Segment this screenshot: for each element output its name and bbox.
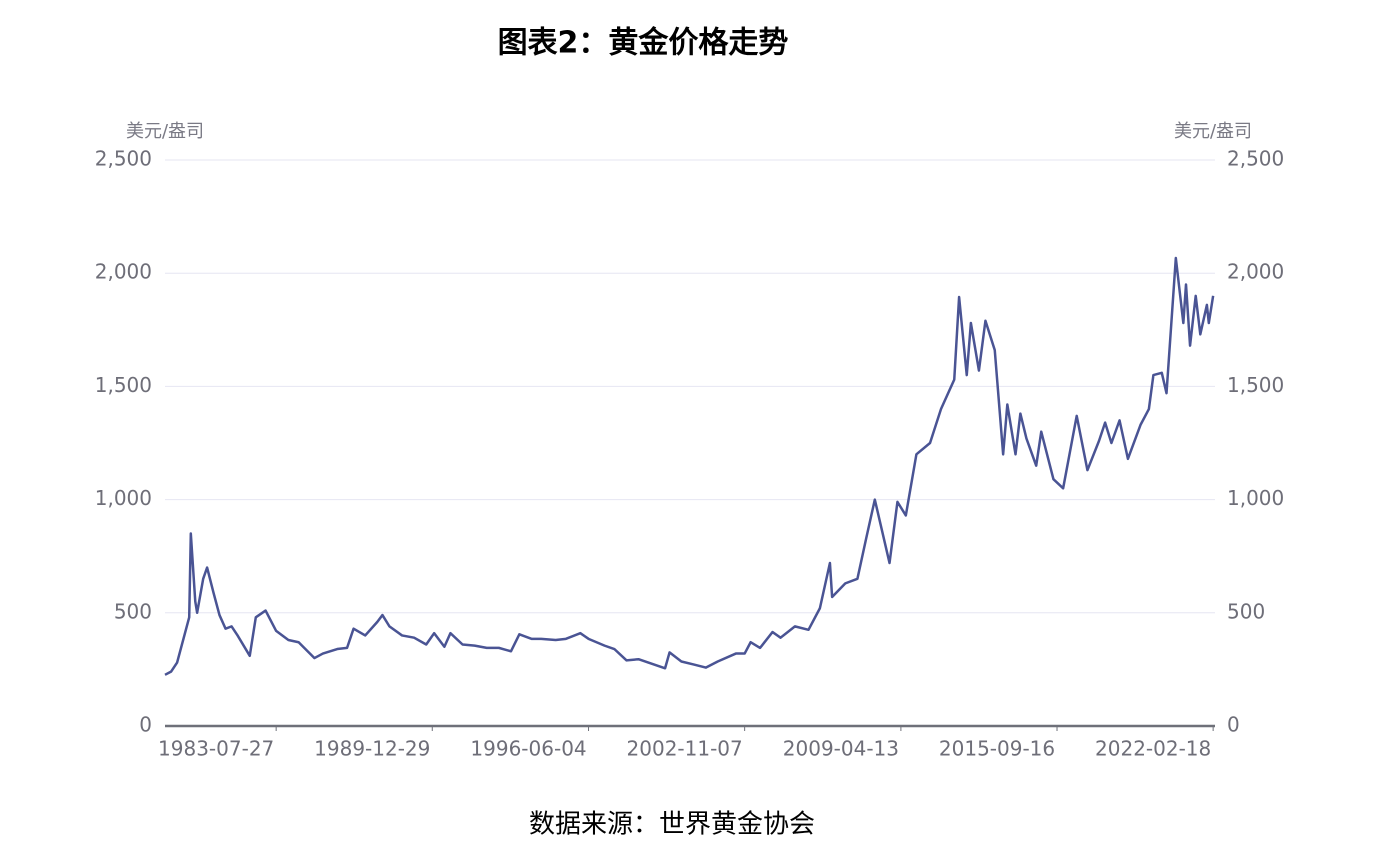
price-line bbox=[164, 256, 1215, 676]
y2-tick-label: 1,500 bbox=[1227, 373, 1284, 397]
x-tick-label: 2009-04-13 bbox=[783, 737, 899, 761]
y-tick-label: 0 bbox=[139, 713, 152, 737]
x-tick-label: 2015-09-16 bbox=[939, 737, 1055, 761]
x-tick-label: 1989-12-29 bbox=[314, 737, 430, 761]
x-tick-label: 2002-11-07 bbox=[627, 737, 743, 761]
chart-title: 图表2：黄金价格走势 bbox=[498, 26, 789, 61]
x-tick-label: 1996-06-04 bbox=[470, 737, 586, 761]
x-tick-label: 1983-07-27 bbox=[158, 737, 274, 761]
y2-tick-label: 2,000 bbox=[1227, 260, 1284, 284]
y2-tick-label: 0 bbox=[1227, 713, 1240, 737]
y2-axis-label: 美元/盎司 bbox=[1174, 121, 1252, 142]
y2-tick-label: 1,000 bbox=[1227, 486, 1284, 510]
source-note: 数据来源：世界黄金协会 bbox=[529, 810, 815, 840]
y-tick-label: 500 bbox=[114, 599, 152, 623]
y2-tick-label: 500 bbox=[1227, 599, 1265, 623]
y-tick-label: 2,500 bbox=[95, 147, 152, 171]
y-tick-label: 2,000 bbox=[95, 260, 152, 284]
y-axis-label: 美元/盎司 bbox=[126, 121, 204, 142]
y-tick-label: 1,500 bbox=[95, 373, 152, 397]
x-tick-label: 2022-02-18 bbox=[1095, 737, 1211, 761]
y2-tick-label: 2,500 bbox=[1227, 147, 1284, 171]
y-tick-label: 1,000 bbox=[95, 486, 152, 510]
